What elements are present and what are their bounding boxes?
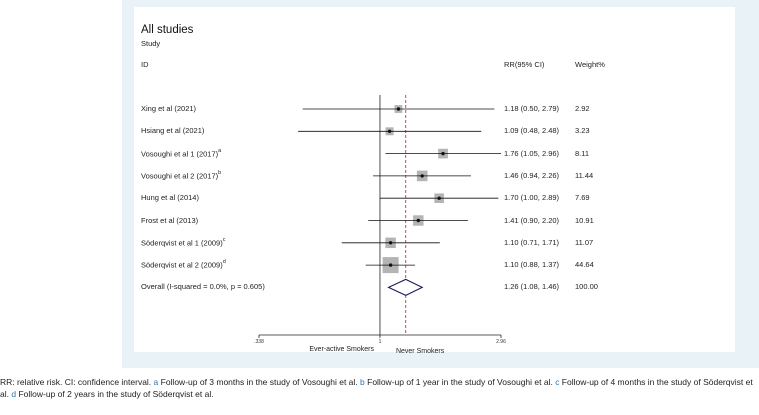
study-rr-ci: 1.76 (1.05, 2.96) <box>504 148 560 158</box>
study-point-estimate <box>388 263 393 267</box>
forest-plot: All studies Study ID RR(95% CI) Weight% … <box>134 7 735 355</box>
study-label: Vosoughi et al 2 (2017)b <box>141 169 222 181</box>
study-weight: 8.11 <box>575 148 590 158</box>
study-point-estimate <box>441 151 445 156</box>
study-rr-ci: 1.10 (0.71, 1.71) <box>504 237 560 247</box>
study-point-estimate <box>396 107 401 111</box>
study-label: Frost et al (2013) <box>141 215 199 225</box>
caption-footnote-d-mark: d <box>11 388 17 399</box>
x-tick-label: 1 <box>378 339 382 345</box>
study-rr-ci: 1.46 (0.94, 2.26) <box>504 170 560 180</box>
study-label: Söderqvist et al 1 (2009)c <box>141 236 226 248</box>
caption-footnote-b: Follow-up of 1 year in the study of Voso… <box>364 377 556 387</box>
study-point-estimate <box>387 129 392 133</box>
study-point-estimate <box>388 241 393 245</box>
study-label: Vosoughi et al 1 (2017)a <box>141 147 222 159</box>
caption-footnote-a-mark: a <box>153 377 159 387</box>
overall-diamond <box>387 278 424 297</box>
study-point-estimate <box>420 174 424 178</box>
caption-intro: RR: relative risk. CI: confidence interv… <box>0 377 154 387</box>
study-label: Hsiang et al (2021) <box>141 126 205 136</box>
x-tick-label: .338 <box>254 339 264 345</box>
x-axis-right-label: Never Smokers <box>395 348 445 355</box>
study-weight: 7.69 <box>575 193 590 203</box>
column-header-weight: Weight% <box>575 60 605 69</box>
study-label: Xing et al (2021) <box>141 104 197 113</box>
study-rr-ci: 1.41 (0.90, 2.20) <box>504 215 560 225</box>
study-point-estimate <box>416 218 420 223</box>
forest-plot-svg <box>258 95 502 338</box>
study-label: Hung et al (2014) <box>141 193 199 203</box>
overall-label: Overall (I-squared = 0.0%, p = 0.605) <box>141 282 265 292</box>
x-tick-label: 2.96 <box>496 339 506 345</box>
study-weight: 11.07 <box>575 237 594 247</box>
caption-footnote-c: Follow-up of 4 months in the study of Sö… <box>0 377 753 399</box>
overall-weight: 100.00 <box>575 282 598 292</box>
plot-title: All studies <box>141 24 194 36</box>
x-axis-left-label: Ever-active Smokers <box>309 346 374 353</box>
column-header-id: ID <box>141 60 149 69</box>
study-weight: 11.44 <box>575 170 594 180</box>
study-weight: 44.64 <box>575 260 594 270</box>
column-header-rr: RR(95% CI) <box>504 60 545 69</box>
figure-caption: RR: relative risk. CI: confidence interv… <box>0 377 759 400</box>
study-weight: 2.92 <box>575 104 590 113</box>
study-rr-ci: 1.09 (0.48, 2.48) <box>504 126 560 136</box>
overall-rr-ci: 1.26 (1.08, 1.46) <box>504 282 560 292</box>
plot-subtitle: Study <box>141 39 161 48</box>
study-rr-ci: 1.10 (0.88, 1.37) <box>504 260 560 270</box>
study-rr-ci: 1.70 (1.00, 2.89) <box>504 193 560 203</box>
caption-footnote-b-mark: b <box>360 377 365 387</box>
study-weight: 3.23 <box>575 126 590 136</box>
study-label: Söderqvist et al 2 (2009)d <box>141 259 226 270</box>
figure-panel: All studies Study ID RR(95% CI) Weight% … <box>122 0 759 368</box>
study-weight: 10.91 <box>575 215 594 225</box>
caption-footnote-d: Follow-up of 2 years in the study of Söd… <box>16 388 214 399</box>
caption-footnote-a: Follow-up of 3 months in the study of Vo… <box>158 377 361 387</box>
caption-footnote-c-mark: c <box>555 377 560 387</box>
study-point-estimate <box>437 196 441 200</box>
study-rr-ci: 1.18 (0.50, 2.79) <box>504 104 560 113</box>
